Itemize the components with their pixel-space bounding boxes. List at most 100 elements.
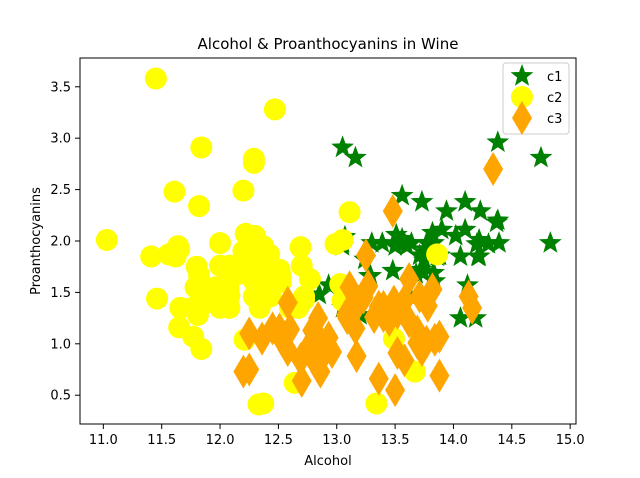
data-point xyxy=(188,195,211,218)
legend-item-c3: c3 xyxy=(512,101,562,135)
y-tick-label: 1.5 xyxy=(50,286,71,301)
data-point xyxy=(385,373,406,408)
data-point xyxy=(209,232,232,255)
data-point xyxy=(213,288,236,311)
data-point xyxy=(538,231,562,253)
legend-label: c1 xyxy=(547,70,562,85)
data-point xyxy=(290,342,311,377)
data-point xyxy=(394,283,415,318)
data-point xyxy=(338,201,361,224)
y-tick-label: 3.5 xyxy=(50,80,71,95)
x-tick-label: 14.5 xyxy=(497,433,526,448)
x-tick-label: 11.5 xyxy=(147,433,176,448)
data-point xyxy=(140,245,163,268)
legend-marker xyxy=(512,101,532,135)
data-point xyxy=(239,316,260,351)
y-axis-label: Proanthocyanins xyxy=(29,187,44,295)
data-point xyxy=(444,223,468,246)
data-point xyxy=(263,98,286,121)
data-point xyxy=(407,314,428,349)
data-point xyxy=(467,228,491,250)
data-point xyxy=(373,299,394,334)
chart-marks xyxy=(95,67,562,416)
x-tick-label: 12.5 xyxy=(264,433,293,448)
data-point xyxy=(383,234,407,256)
data-point xyxy=(331,228,354,251)
y-axis: 0.5 1.0 1.5 2.0 2.5 3.0 3.5 xyxy=(50,80,80,404)
data-point xyxy=(344,145,367,168)
x-tick-label: 12.0 xyxy=(206,433,235,448)
legend-item-c1: c1 xyxy=(510,64,562,86)
data-point xyxy=(346,339,367,374)
data-point xyxy=(337,301,358,336)
data-point xyxy=(331,135,354,158)
data-point xyxy=(483,152,504,187)
data-point xyxy=(144,67,167,90)
data-point xyxy=(242,151,265,174)
data-point xyxy=(95,228,118,251)
x-tick-label: 13.0 xyxy=(322,433,351,448)
data-point xyxy=(477,232,500,254)
data-point xyxy=(233,354,254,389)
series-c2 xyxy=(95,67,449,416)
data-point xyxy=(468,199,492,221)
data-point xyxy=(298,268,321,291)
data-point xyxy=(232,240,255,263)
data-point xyxy=(368,361,389,396)
data-point xyxy=(252,321,273,356)
data-point xyxy=(382,194,403,229)
data-point xyxy=(449,306,472,328)
data-point xyxy=(190,136,213,159)
data-point xyxy=(408,243,431,266)
data-point xyxy=(277,285,298,320)
data-point xyxy=(486,130,510,152)
data-point xyxy=(387,336,408,371)
data-point xyxy=(422,260,445,283)
x-tick-label: 11.0 xyxy=(89,433,118,448)
data-point xyxy=(182,325,205,348)
y-tick-label: 1.0 xyxy=(50,337,71,352)
y-tick-label: 2.0 xyxy=(50,235,71,250)
legend-item-c2: c2 xyxy=(511,86,562,108)
data-point xyxy=(390,226,414,249)
data-point xyxy=(390,183,414,206)
data-point xyxy=(247,393,270,416)
data-point xyxy=(146,287,169,310)
data-point xyxy=(291,363,312,398)
data-point xyxy=(430,217,454,240)
legend-label: c2 xyxy=(547,91,562,106)
legend-marker xyxy=(510,64,534,86)
legend-marker xyxy=(511,86,533,108)
y-tick-label: 2.5 xyxy=(50,183,71,198)
data-point xyxy=(370,231,394,253)
data-point xyxy=(381,258,405,281)
data-point xyxy=(410,189,434,212)
data-point xyxy=(358,269,379,304)
data-point xyxy=(185,255,208,278)
data-point xyxy=(322,335,343,370)
data-point xyxy=(467,244,491,267)
data-point xyxy=(355,238,376,273)
x-tick-label: 14.0 xyxy=(439,433,468,448)
data-point xyxy=(415,231,438,253)
data-point xyxy=(429,358,450,393)
chart-title: Alcohol & Proanthocyanins in Wine xyxy=(198,35,459,53)
data-point xyxy=(426,243,449,266)
data-point xyxy=(163,180,186,203)
y-tick-label: 0.5 xyxy=(50,389,71,404)
data-point xyxy=(487,231,511,253)
data-point xyxy=(289,236,312,259)
data-point xyxy=(293,285,316,308)
data-point xyxy=(317,273,340,295)
series-c3 xyxy=(233,152,504,408)
data-point xyxy=(384,222,408,245)
data-point xyxy=(409,257,433,280)
legend: c1 c2 c3 xyxy=(502,62,570,135)
data-point xyxy=(422,272,443,307)
data-point xyxy=(453,217,477,240)
x-axis: 11.0 11.5 12.0 12.5 13.0 13.5 14.0 14.5 15.0 xyxy=(89,424,585,448)
data-point xyxy=(256,258,279,281)
data-point xyxy=(232,179,255,202)
data-point xyxy=(184,276,207,299)
data-point xyxy=(529,145,553,168)
